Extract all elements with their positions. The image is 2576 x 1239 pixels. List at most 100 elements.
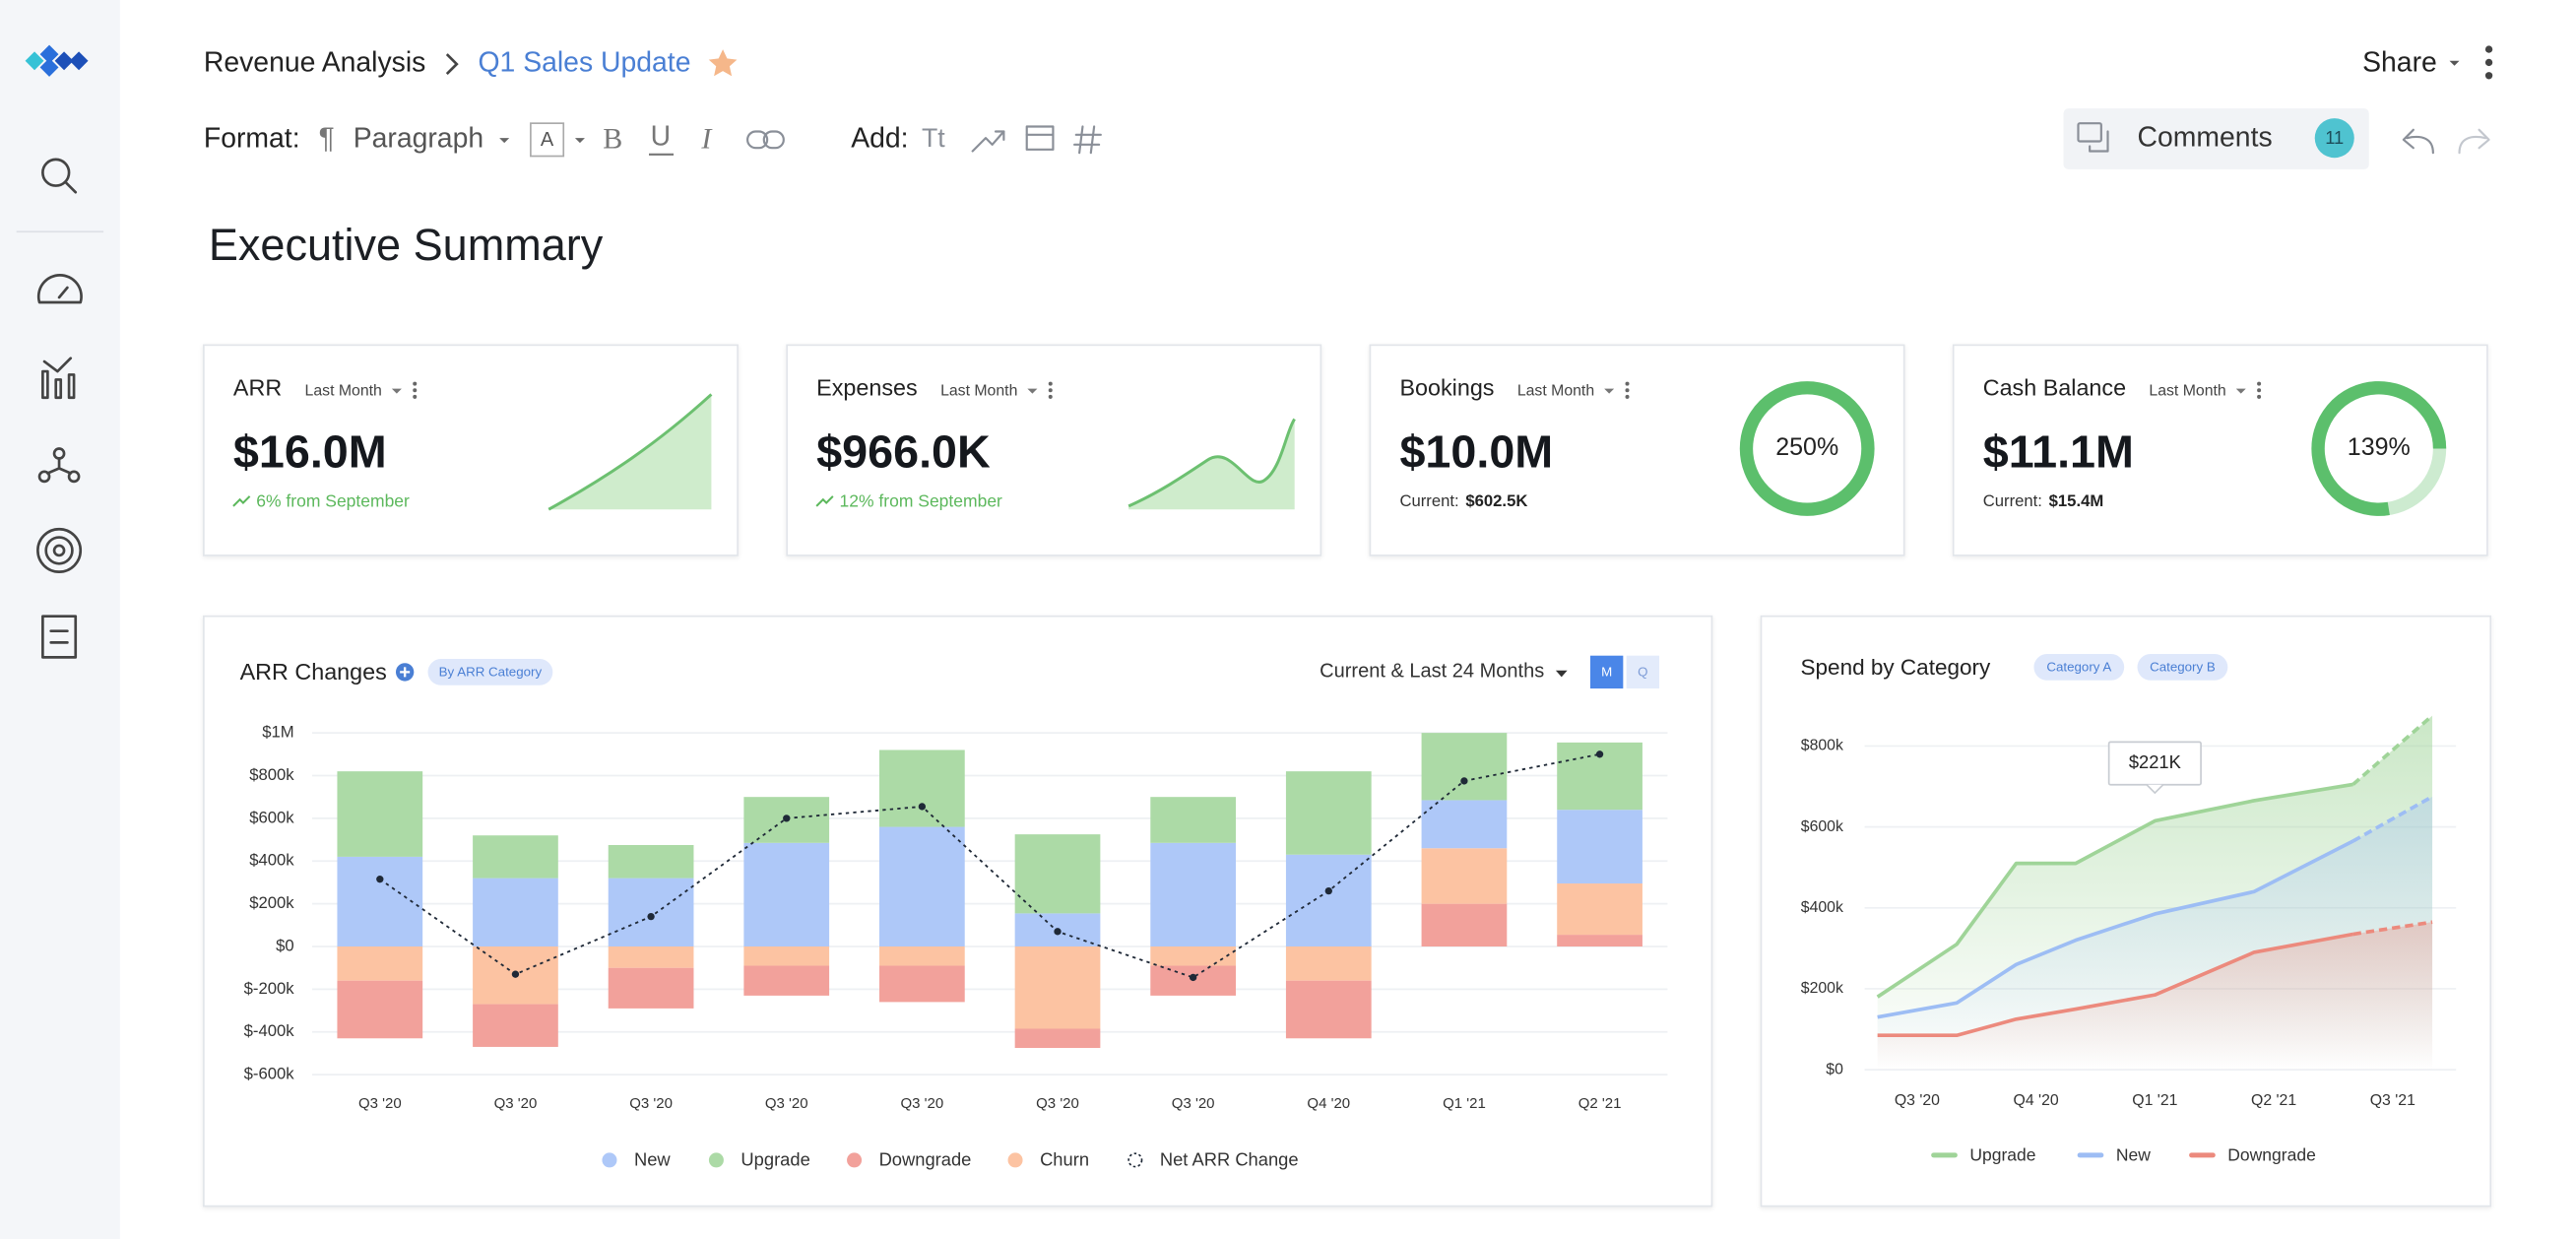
net-point <box>376 876 384 883</box>
kebab-dot <box>1048 388 1053 393</box>
calendar-button[interactable] <box>1025 125 1055 151</box>
analytics-icon[interactable] <box>41 357 76 400</box>
icon-part <box>52 544 66 557</box>
font-color-button[interactable]: A <box>541 129 554 151</box>
text-style-button[interactable]: Tt <box>922 123 945 153</box>
more-menu[interactable] <box>2484 45 2493 80</box>
undo-button[interactable] <box>2402 128 2434 155</box>
x-tick-label: Q3 '20 <box>765 1095 808 1112</box>
sparkline <box>1127 418 1296 508</box>
share-button[interactable]: Share <box>2362 47 2437 79</box>
net-point <box>918 803 927 811</box>
filter-pill[interactable] <box>2033 654 2125 681</box>
document-title[interactable]: Q1 Sales Update <box>478 47 690 79</box>
plus <box>400 667 411 678</box>
kpi-value: $10.0M <box>1399 426 1553 478</box>
share-caret <box>2449 60 2460 66</box>
legend-label[interactable]: Net ARR Change <box>1160 1149 1299 1170</box>
underline-button[interactable]: U <box>651 121 671 153</box>
forecast-line <box>2351 714 2434 786</box>
favorite-star[interactable] <box>708 49 738 77</box>
legend-label[interactable]: Downgrade <box>2227 1144 2316 1164</box>
legend-marker <box>1127 1152 1143 1168</box>
comments-button[interactable] <box>2063 108 2369 169</box>
y-tick-label: $1M <box>262 723 293 742</box>
kebab-dot <box>2257 394 2262 399</box>
bar-segment <box>1421 733 1508 801</box>
legend-label[interactable]: Downgrade <box>879 1149 972 1170</box>
kpi-value: $11.1M <box>1983 426 2134 478</box>
target-icon[interactable] <box>36 527 83 573</box>
legend-label[interactable]: New <box>634 1149 671 1170</box>
sparkline-area <box>548 394 712 510</box>
kebab-dot <box>1625 381 1630 386</box>
filter-pill-label: Category A <box>2046 660 2111 675</box>
filter-pill[interactable] <box>427 659 553 685</box>
kpi-title: ARR <box>233 375 282 401</box>
legend-label[interactable]: Upgrade <box>741 1149 809 1170</box>
x-tick-label: Q3 '20 <box>1172 1095 1215 1112</box>
paragraph-dropdown[interactable]: Paragraph <box>354 122 483 154</box>
kpi-period[interactable]: Last Month <box>2149 382 2225 399</box>
range-dropdown[interactable]: Current & Last 24 Months <box>1320 661 1544 683</box>
legend-marker <box>708 1152 724 1168</box>
legend-label[interactable]: Churn <box>1040 1149 1089 1170</box>
dashboard-icon[interactable] <box>36 274 83 304</box>
x-tick-label: Q3 '20 <box>629 1095 673 1112</box>
filter-pill[interactable] <box>2137 654 2228 681</box>
kebab-dot <box>413 381 418 386</box>
kpi-card <box>786 344 1322 556</box>
chart-button[interactable] <box>971 130 1005 153</box>
kpi-change: 6% from September <box>256 490 410 510</box>
line <box>1876 782 2353 999</box>
icon-part <box>762 130 785 150</box>
add-label: Add: <box>851 122 908 154</box>
kpi-period[interactable]: Last Month <box>1517 382 1594 399</box>
logo[interactable] <box>25 44 89 77</box>
toggle-label: M <box>1601 665 1612 680</box>
format-label: Format: <box>204 122 300 154</box>
x-tick-label: Q3 '21 <box>2370 1092 2415 1109</box>
icon-part <box>971 130 1005 153</box>
comments-label[interactable]: Comments <box>2138 121 2273 153</box>
legend-label[interactable]: Upgrade <box>1969 1144 2035 1164</box>
bar-segment <box>608 878 694 947</box>
breadcrumb[interactable]: Revenue Analysis <box>204 47 425 79</box>
document-icon[interactable] <box>41 615 78 659</box>
bar-segment <box>1421 848 1508 904</box>
net-point <box>1595 750 1604 758</box>
font-color-box[interactable] <box>530 122 565 158</box>
link-button[interactable] <box>746 130 785 150</box>
kpi-period[interactable]: Last Month <box>940 382 1017 399</box>
toggle-button[interactable] <box>1589 655 1624 689</box>
kebab-dot <box>1048 394 1053 399</box>
toggle-button[interactable] <box>1626 655 1660 689</box>
bar-segment <box>1285 854 1372 947</box>
dot <box>2484 58 2493 67</box>
kebab-dot <box>2257 388 2262 393</box>
legend-label[interactable]: New <box>2116 1144 2151 1164</box>
icon-part <box>2478 128 2490 150</box>
bold-button[interactable]: B <box>603 122 622 155</box>
redo-button[interactable] <box>2458 128 2490 155</box>
italic-button[interactable]: I <box>700 122 713 155</box>
icon-part <box>746 130 769 150</box>
network-icon[interactable] <box>37 447 81 484</box>
breadcrumb-chevron <box>445 53 459 76</box>
x-tick-label: Q4 '20 <box>1307 1095 1350 1112</box>
kebab-dot <box>2257 381 2262 386</box>
kpi-current: $15.4M <box>2049 491 2104 510</box>
search-icon[interactable] <box>41 158 78 194</box>
y-tick-label: $400k <box>1801 899 1843 916</box>
icon-part <box>44 536 74 565</box>
kpi-current: $602.5K <box>1465 491 1527 510</box>
net-point <box>511 970 520 978</box>
net-point <box>647 912 655 921</box>
kpi-value: $16.0M <box>233 426 387 478</box>
kpi-period[interactable]: Last Month <box>305 382 382 399</box>
line <box>1877 932 2353 1038</box>
caret <box>1604 388 1615 394</box>
comments-icon <box>2077 122 2109 153</box>
table-button[interactable] <box>1073 125 1102 155</box>
